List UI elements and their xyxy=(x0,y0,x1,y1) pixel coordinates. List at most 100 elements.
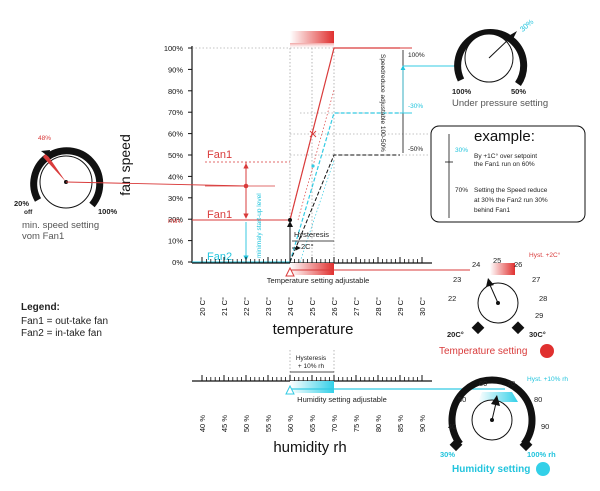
humidity-tick-label: 40 % xyxy=(198,415,207,432)
y-tick-label: 20% xyxy=(168,215,183,224)
temperature-tick-label: 27 C° xyxy=(352,297,361,316)
temperature-axis-ticks: 20 C° 21 C° 22 C° 23 C° 24 C° 25 C° 26 C° 27 C°… xyxy=(198,257,427,316)
pressure-caption: Under pressure setting xyxy=(452,98,548,109)
minimal-startup-label: minimaly start-up level xyxy=(256,193,263,258)
min-speed-pointer-icon xyxy=(43,153,66,182)
temperature-min-label: 20C° xyxy=(447,330,464,339)
y-tick-label: 100% xyxy=(164,44,184,53)
min-speed-value: 48% xyxy=(38,135,51,142)
min-speed-left-label: 20% xyxy=(14,199,29,208)
y-tick-label: 70% xyxy=(168,108,183,117)
example-line-5: behind Fan1 xyxy=(474,207,511,214)
temperature-tick-label: 23 C° xyxy=(264,297,273,316)
humidity-knob[interactable] xyxy=(448,376,536,452)
humidity-tick-label: 45 % xyxy=(220,415,229,432)
temperature-tick-label: 21 C° xyxy=(220,297,229,316)
min-speed-right-label: 100% xyxy=(98,207,118,216)
humidity-tick-label: 55 % xyxy=(264,415,273,432)
y-tick-label: 40% xyxy=(168,172,183,181)
min-speed-link-line xyxy=(65,181,247,187)
pressure-right-label: 50% xyxy=(511,87,526,96)
pressure-left-label: 100% xyxy=(452,87,472,96)
temperature-tick-label: 24 C° xyxy=(286,297,295,316)
temperature-max-label: 30C° xyxy=(529,330,546,339)
humidity-tick-label: 50 % xyxy=(242,415,251,432)
min-speed-off-label: off xyxy=(24,209,33,216)
hysteresis-value: 2C° xyxy=(301,242,314,251)
min-speed-caption-1: min. speed setting xyxy=(22,220,99,231)
hum-num-50: 50 xyxy=(458,395,466,404)
hum-num-90: 90 xyxy=(541,422,549,431)
temp-num-26: 26 xyxy=(514,260,522,269)
legend-title: Legend: xyxy=(21,302,60,313)
min-speed-knob[interactable] xyxy=(30,147,247,209)
fan1-curve xyxy=(289,47,400,221)
temperature-tick-label: 22 C° xyxy=(242,297,251,316)
fan2-label: Fan2 xyxy=(207,251,232,263)
humidity-hysteresis-bar xyxy=(290,381,334,393)
min-label: min. xyxy=(168,216,182,225)
temp-num-24: 24 xyxy=(472,260,480,269)
temp-num-25: 25 xyxy=(493,256,501,265)
humidity-hysteresis-line2: + 10% rh xyxy=(298,363,325,370)
hum-num-40: 40 xyxy=(448,422,456,431)
humidity-setting-label: Humidity setting adjustable xyxy=(297,395,387,404)
humidity-axis-ticks: 40 % 45 % 50 % 55 % 60 % 65 % 70 % 75 % 80 % 85 %… xyxy=(198,375,427,432)
y-axis: 100% 90% 80% 70% 60% 50% 40% 30% 20% 10% 0% xyxy=(164,44,193,267)
temperature-tick-label: 20 C° xyxy=(198,297,207,316)
temp-num-28: 28 xyxy=(539,294,547,303)
hum-num-60: 60 xyxy=(479,379,487,388)
temperature-tick-label: 26 C° xyxy=(330,297,339,316)
humidity-knob-caption: Humidity setting xyxy=(452,464,530,475)
legend-line-1: Fan1 = out-take fan xyxy=(21,316,108,327)
humidity-tick-label: 75 % xyxy=(352,415,361,432)
example-line-3: Setting the Speed reduce xyxy=(474,187,548,194)
hum-num-70: 70 xyxy=(507,379,515,388)
example-70-pct: 70% xyxy=(455,187,468,194)
speedreduce-label: Speedreduce adjustable 100-50% xyxy=(379,54,386,152)
fan2-reduced-curve xyxy=(289,154,400,263)
hysteresis-label: Hysteresis xyxy=(294,230,329,239)
right-50-label: -50% xyxy=(408,146,423,153)
humidity-tick-label: 65 % xyxy=(308,415,317,432)
example-box xyxy=(430,125,586,223)
temperature-hysteresis-bar xyxy=(290,263,334,275)
temperature-hyst-label: Hyst. +2C° xyxy=(529,251,561,259)
right-100-label: 100% xyxy=(408,52,425,59)
example-line-4: at 30% the Fan2 run 30% xyxy=(474,197,548,204)
humidity-axis-title: humidity rh xyxy=(273,439,346,456)
humidity-hyst-label: Hyst. +10% rh xyxy=(527,376,568,383)
humidity-tick-label: 90 % xyxy=(418,415,427,432)
top-hysteresis-bar xyxy=(290,31,334,43)
humidity-tick-label: 85 % xyxy=(396,415,405,432)
fan-curves xyxy=(192,47,400,263)
temperature-knob[interactable] xyxy=(471,263,525,335)
temp-num-22: 22 xyxy=(448,294,456,303)
y-tick-label: 90% xyxy=(168,65,183,74)
y-tick-label: 0% xyxy=(172,258,183,267)
temperature-indicator-dot xyxy=(540,344,554,358)
temperature-axis-title: temperature xyxy=(273,321,354,338)
right-30-label: -30% xyxy=(408,103,423,110)
fan1-upper-label: Fan1 xyxy=(207,149,232,161)
example-line-1: By +1C° over setpoint xyxy=(474,152,537,160)
y-tick-label: 30% xyxy=(168,194,183,203)
temperature-tick-label: 28 C° xyxy=(374,297,383,316)
y-tick-label: 50% xyxy=(168,151,183,160)
temp-num-29: 29 xyxy=(535,311,543,320)
y-tick-label: 60% xyxy=(168,130,183,139)
humidity-indicator-dot xyxy=(536,462,550,476)
example-title: example: xyxy=(474,128,535,145)
y-axis-title: fan speed xyxy=(117,134,133,196)
humidity-tick-label: 60 % xyxy=(286,415,295,432)
temp-num-27: 27 xyxy=(532,275,540,284)
temperature-tick-label: 29 C° xyxy=(396,297,405,316)
fan2-curve xyxy=(289,112,400,263)
pressure-knob[interactable] xyxy=(454,29,528,86)
example-30-pct: 30% xyxy=(455,147,468,154)
hum-num-80: 80 xyxy=(534,395,542,404)
temperature-pointer-icon xyxy=(486,278,494,287)
crossing-marker xyxy=(309,130,317,138)
